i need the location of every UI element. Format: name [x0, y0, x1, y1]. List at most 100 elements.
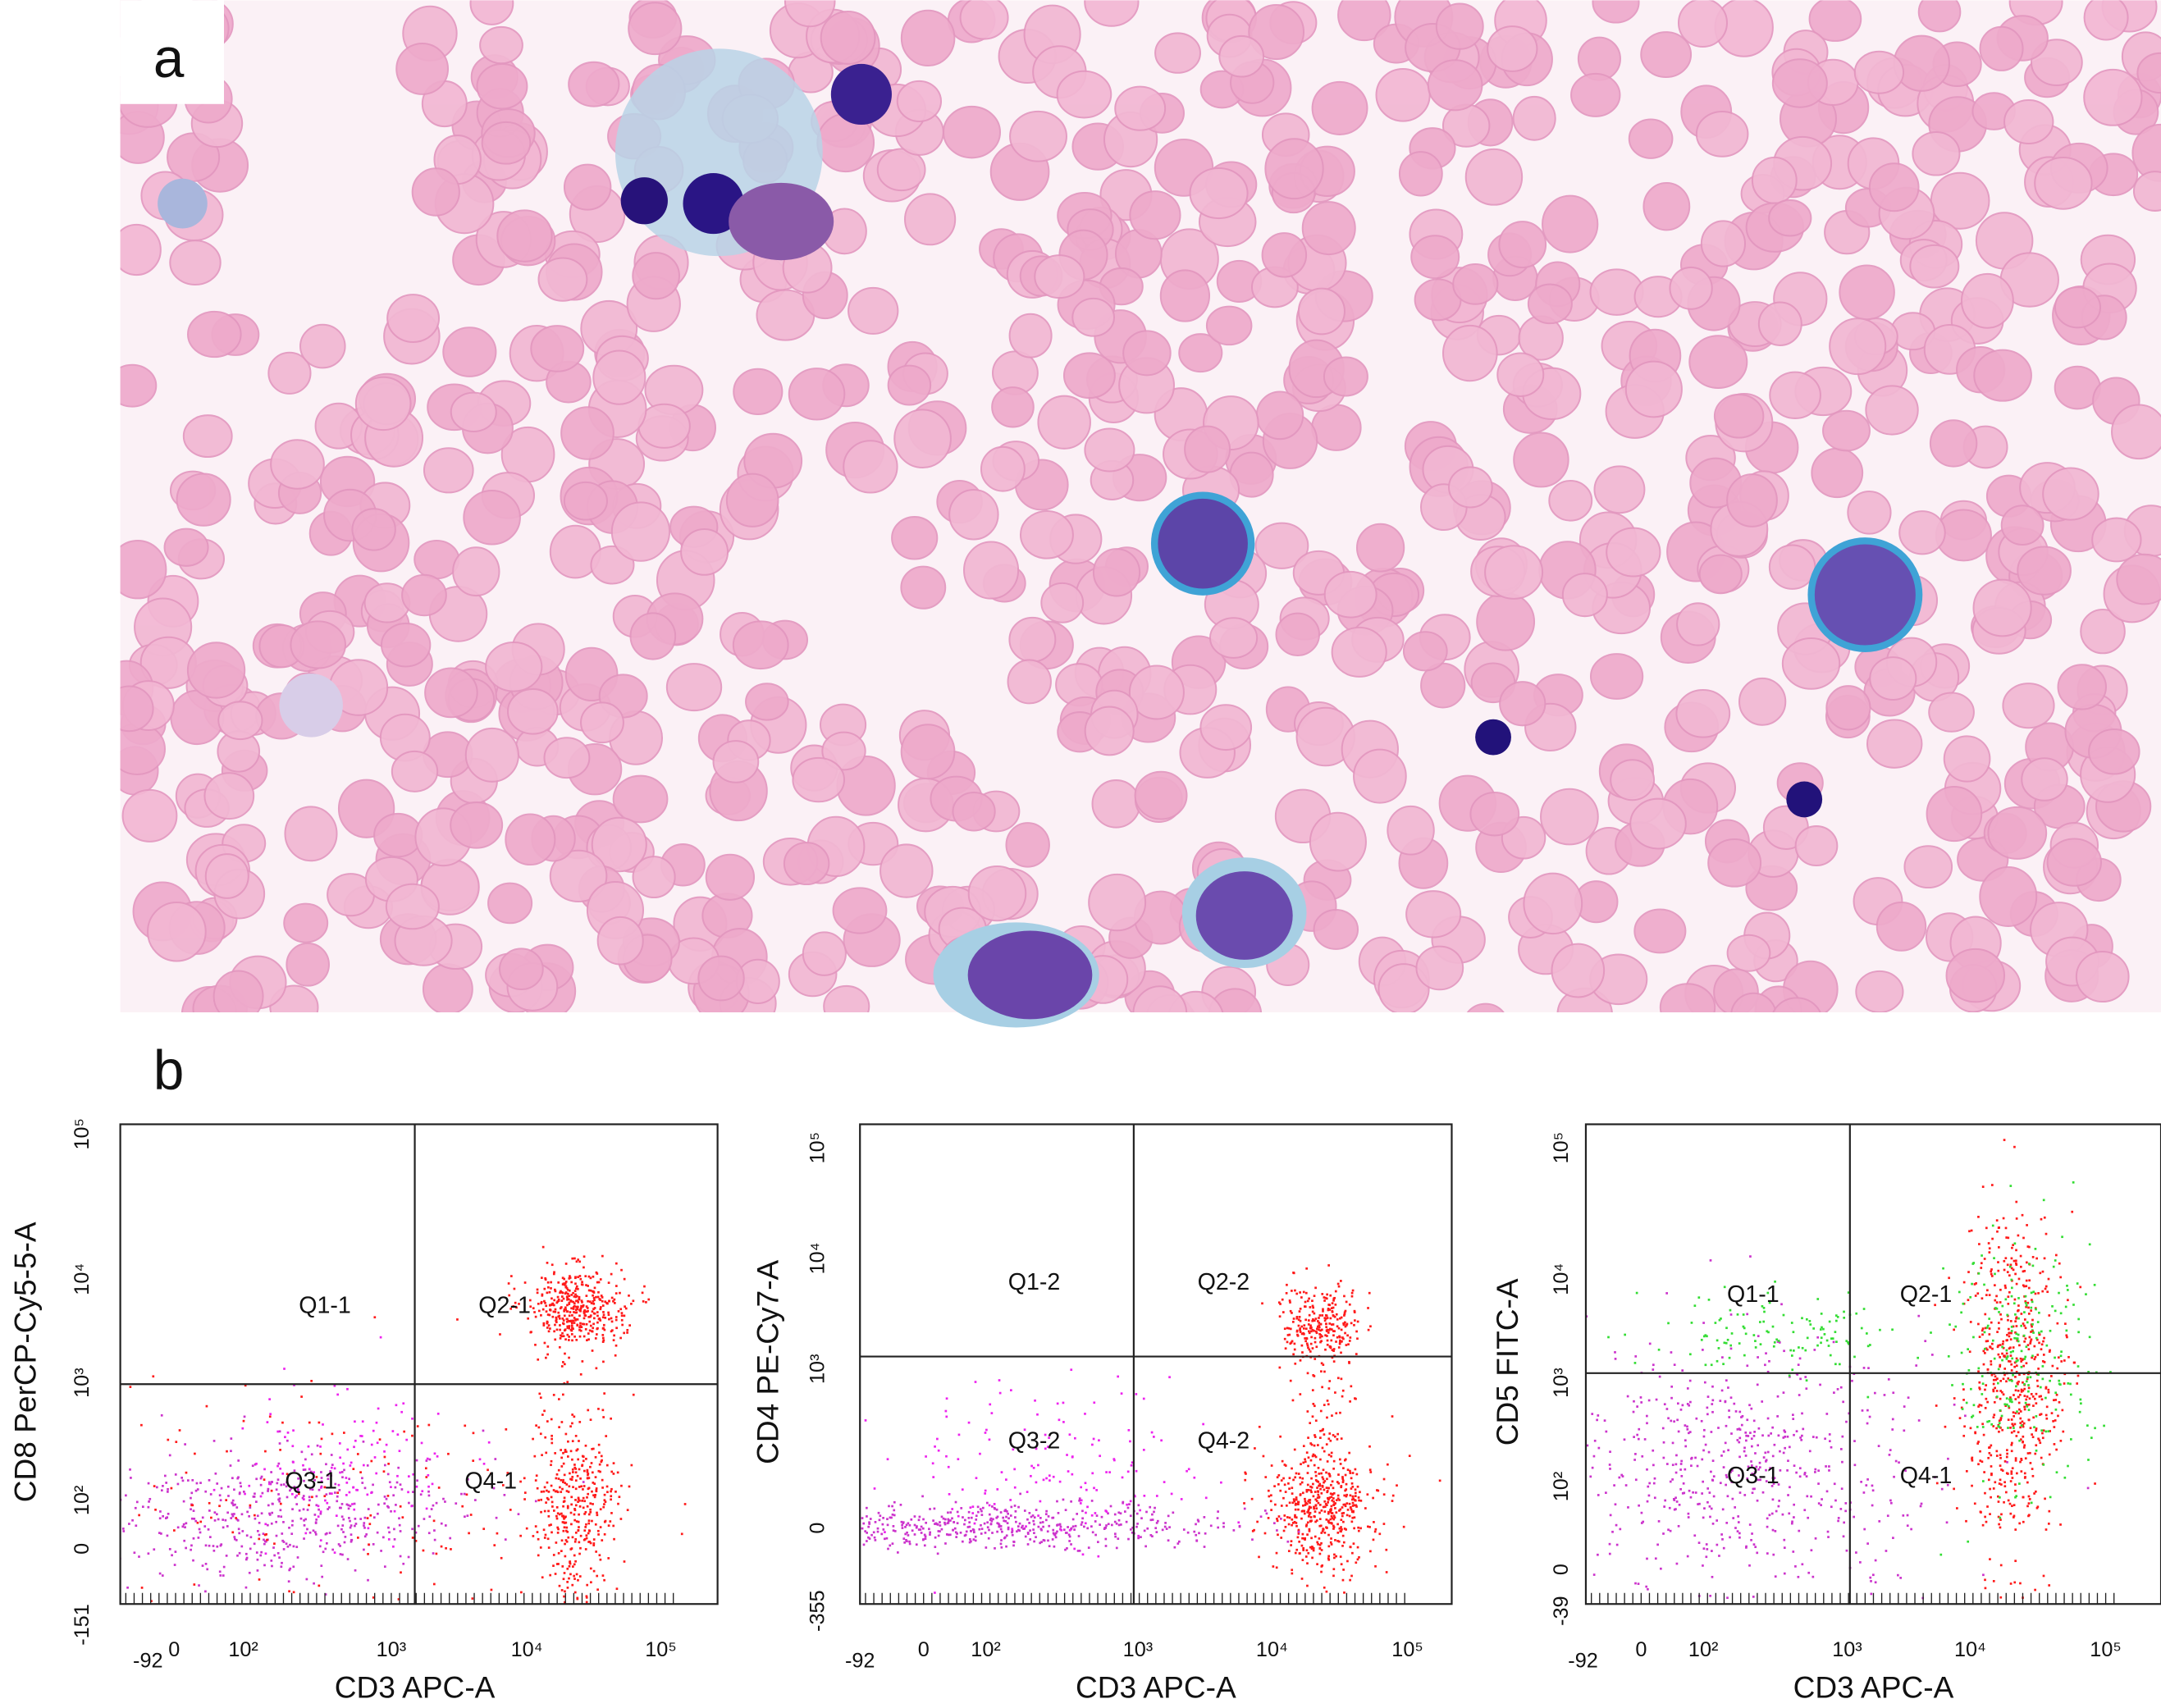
event-dot: [843, 1525, 845, 1528]
event-dot: [1293, 1520, 1296, 1523]
event-dot: [449, 1537, 452, 1540]
event-dot: [592, 1569, 596, 1573]
event-dot: [140, 1423, 143, 1427]
event-dot: [1277, 1483, 1280, 1486]
event-dot: [1728, 1356, 1731, 1359]
event-dot: [1814, 1471, 1816, 1473]
event-dot: [1313, 1507, 1316, 1510]
event-dot: [1295, 1292, 1299, 1295]
event-dot: [945, 1533, 948, 1536]
event-dot: [1078, 1497, 1081, 1500]
event-dot: [1652, 1368, 1655, 1371]
event-dot: [1320, 1549, 1323, 1551]
event-dot: [1037, 1464, 1039, 1467]
event-dot: [1753, 1431, 1756, 1433]
event-dot: [586, 1470, 589, 1473]
event-dot: [1597, 1446, 1601, 1450]
event-dot: [283, 1368, 286, 1370]
event-dot: [1613, 1484, 1615, 1487]
event-dot: [1298, 1310, 1301, 1313]
event-dot: [961, 1488, 964, 1491]
event-dot: [1805, 1387, 1808, 1391]
x-axis-title: CD3 APC-A: [335, 1670, 496, 1705]
event-dot: [1801, 1317, 1803, 1320]
event-dot: [1593, 1439, 1597, 1442]
event-dot: [1322, 1505, 1325, 1509]
event-dot: [1915, 1364, 1918, 1367]
event-dot: [411, 1537, 414, 1539]
event-dot: [222, 1518, 225, 1521]
event-dot: [1356, 1485, 1359, 1488]
event-dot: [1311, 1556, 1314, 1560]
event-dot: [1704, 1363, 1707, 1367]
event-dot: [351, 1503, 354, 1505]
event-dot: [245, 1558, 248, 1561]
event-dot: [1054, 1536, 1058, 1539]
event-dot: [2015, 1357, 2018, 1360]
event-dot: [1722, 1363, 1725, 1366]
event-dot: [585, 1523, 587, 1526]
event-dot: [1305, 1488, 1309, 1491]
event-dot: [1757, 1478, 1760, 1482]
event-dot: [2021, 1359, 2024, 1362]
red-cell: [1337, 0, 1391, 42]
event-dot: [543, 1409, 546, 1413]
event-dot: [1723, 1286, 1726, 1289]
event-dot: [563, 1329, 566, 1332]
event-dot: [850, 1532, 852, 1534]
event-dot: [1332, 1524, 1335, 1528]
event-dot: [1340, 1485, 1343, 1487]
event-dot: [231, 1499, 235, 1502]
event-dot: [587, 1513, 591, 1516]
red-cell: [499, 948, 544, 991]
event-dot: [1112, 1458, 1116, 1460]
event-dot: [1336, 1438, 1339, 1441]
event-dot: [425, 1507, 428, 1510]
event-dot: [273, 1542, 276, 1546]
event-dot: [1313, 1295, 1316, 1298]
event-dot: [1369, 1325, 1372, 1328]
event-dot: [833, 1518, 835, 1520]
red-cell: [1377, 963, 1430, 1012]
event-dot: [1706, 1500, 1709, 1504]
red-cell: [2091, 517, 2142, 563]
event-dot: [286, 1545, 290, 1548]
event-dot: [304, 1468, 307, 1471]
event-dot: [1332, 1526, 1336, 1528]
event-dot: [1098, 1439, 1100, 1442]
event-dot: [578, 1541, 581, 1544]
event-dot: [1305, 1490, 1309, 1493]
event-dot: [1866, 1409, 1869, 1412]
event-dot: [1798, 1475, 1802, 1478]
event-dot: [882, 1516, 884, 1519]
event-dot: [1332, 1500, 1336, 1503]
event-dot: [1990, 1272, 1993, 1276]
event-dot: [568, 1327, 570, 1330]
event-dot: [1324, 1348, 1327, 1351]
event-dot: [506, 1472, 509, 1474]
event-dot: [331, 1464, 334, 1466]
event-dot: [370, 1459, 373, 1463]
event-dot: [1336, 1318, 1339, 1321]
event-dot: [573, 1304, 576, 1308]
event-dot: [610, 1320, 614, 1323]
event-dot: [1074, 1524, 1077, 1528]
event-dot: [387, 1526, 390, 1529]
event-dot: [536, 1487, 539, 1490]
event-dot: [1992, 1416, 1995, 1419]
event-dot: [350, 1524, 353, 1527]
event-dot: [2003, 1268, 2006, 1272]
red-cell: [1410, 235, 1460, 280]
event-dot: [581, 1455, 584, 1458]
event-dot: [917, 1518, 921, 1522]
red-cell: [476, 62, 528, 110]
event-dot: [2067, 1355, 2070, 1359]
event-dot: [1725, 1473, 1728, 1477]
event-dot: [1135, 1525, 1138, 1528]
event-dot: [1306, 1344, 1309, 1347]
event-dot: [558, 1513, 561, 1516]
event-dot: [1222, 1522, 1225, 1525]
event-dot: [542, 1490, 546, 1493]
event-dot: [282, 1521, 285, 1523]
event-dot: [1583, 1532, 1586, 1534]
